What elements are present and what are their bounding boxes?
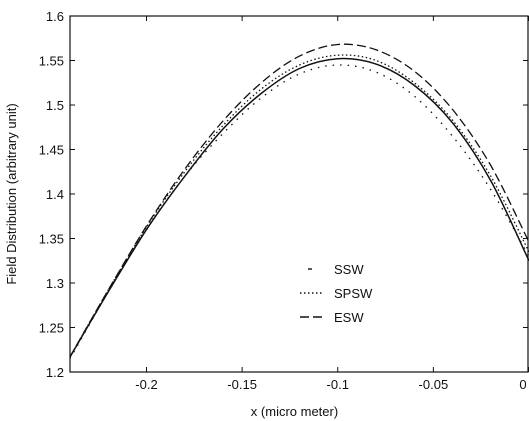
legend-label-esw: ESW [334,310,364,325]
y-tick-label: 1.5 [46,98,64,113]
x-tick-label: -0.1 [327,377,349,392]
legend-label-spsw: SPSW [334,286,373,301]
y-tick-label: 1.3 [46,276,64,291]
x-tick-label: 0 [519,377,526,392]
series-line-spsw [69,54,529,358]
series-line-esw [69,43,529,358]
y-tick-label: 1.25 [39,321,64,336]
y-tick-label: 1.35 [39,232,64,247]
plot-area [69,43,529,359]
y-tick-label: 1.55 [39,54,64,69]
x-axis-title: x (micro meter) [251,404,338,419]
x-tick-label: -0.05 [419,377,449,392]
series-line-ssw [69,64,529,359]
x-tick-label: -0.15 [227,377,257,392]
y-tick-label: 1.45 [39,143,64,158]
x-tick-label: -0.2 [135,377,157,392]
y-tick-label: 1.4 [46,187,64,202]
y-tick-label: 1.2 [46,365,64,380]
series-line-unlabeled-3 [69,57,529,358]
y-axis-title: Field Distribution (arbitrary unit) [4,103,19,284]
axes: -0.2 -0.15 -0.1 -0.05 0 1.2 1.25 1.3 1.35 1.4 1.45… [39,9,529,392]
legend-label-ssw: SSW [334,262,364,277]
y-tick-label: 1.6 [46,9,64,24]
legend: SSW SPSW ESW [300,262,373,325]
